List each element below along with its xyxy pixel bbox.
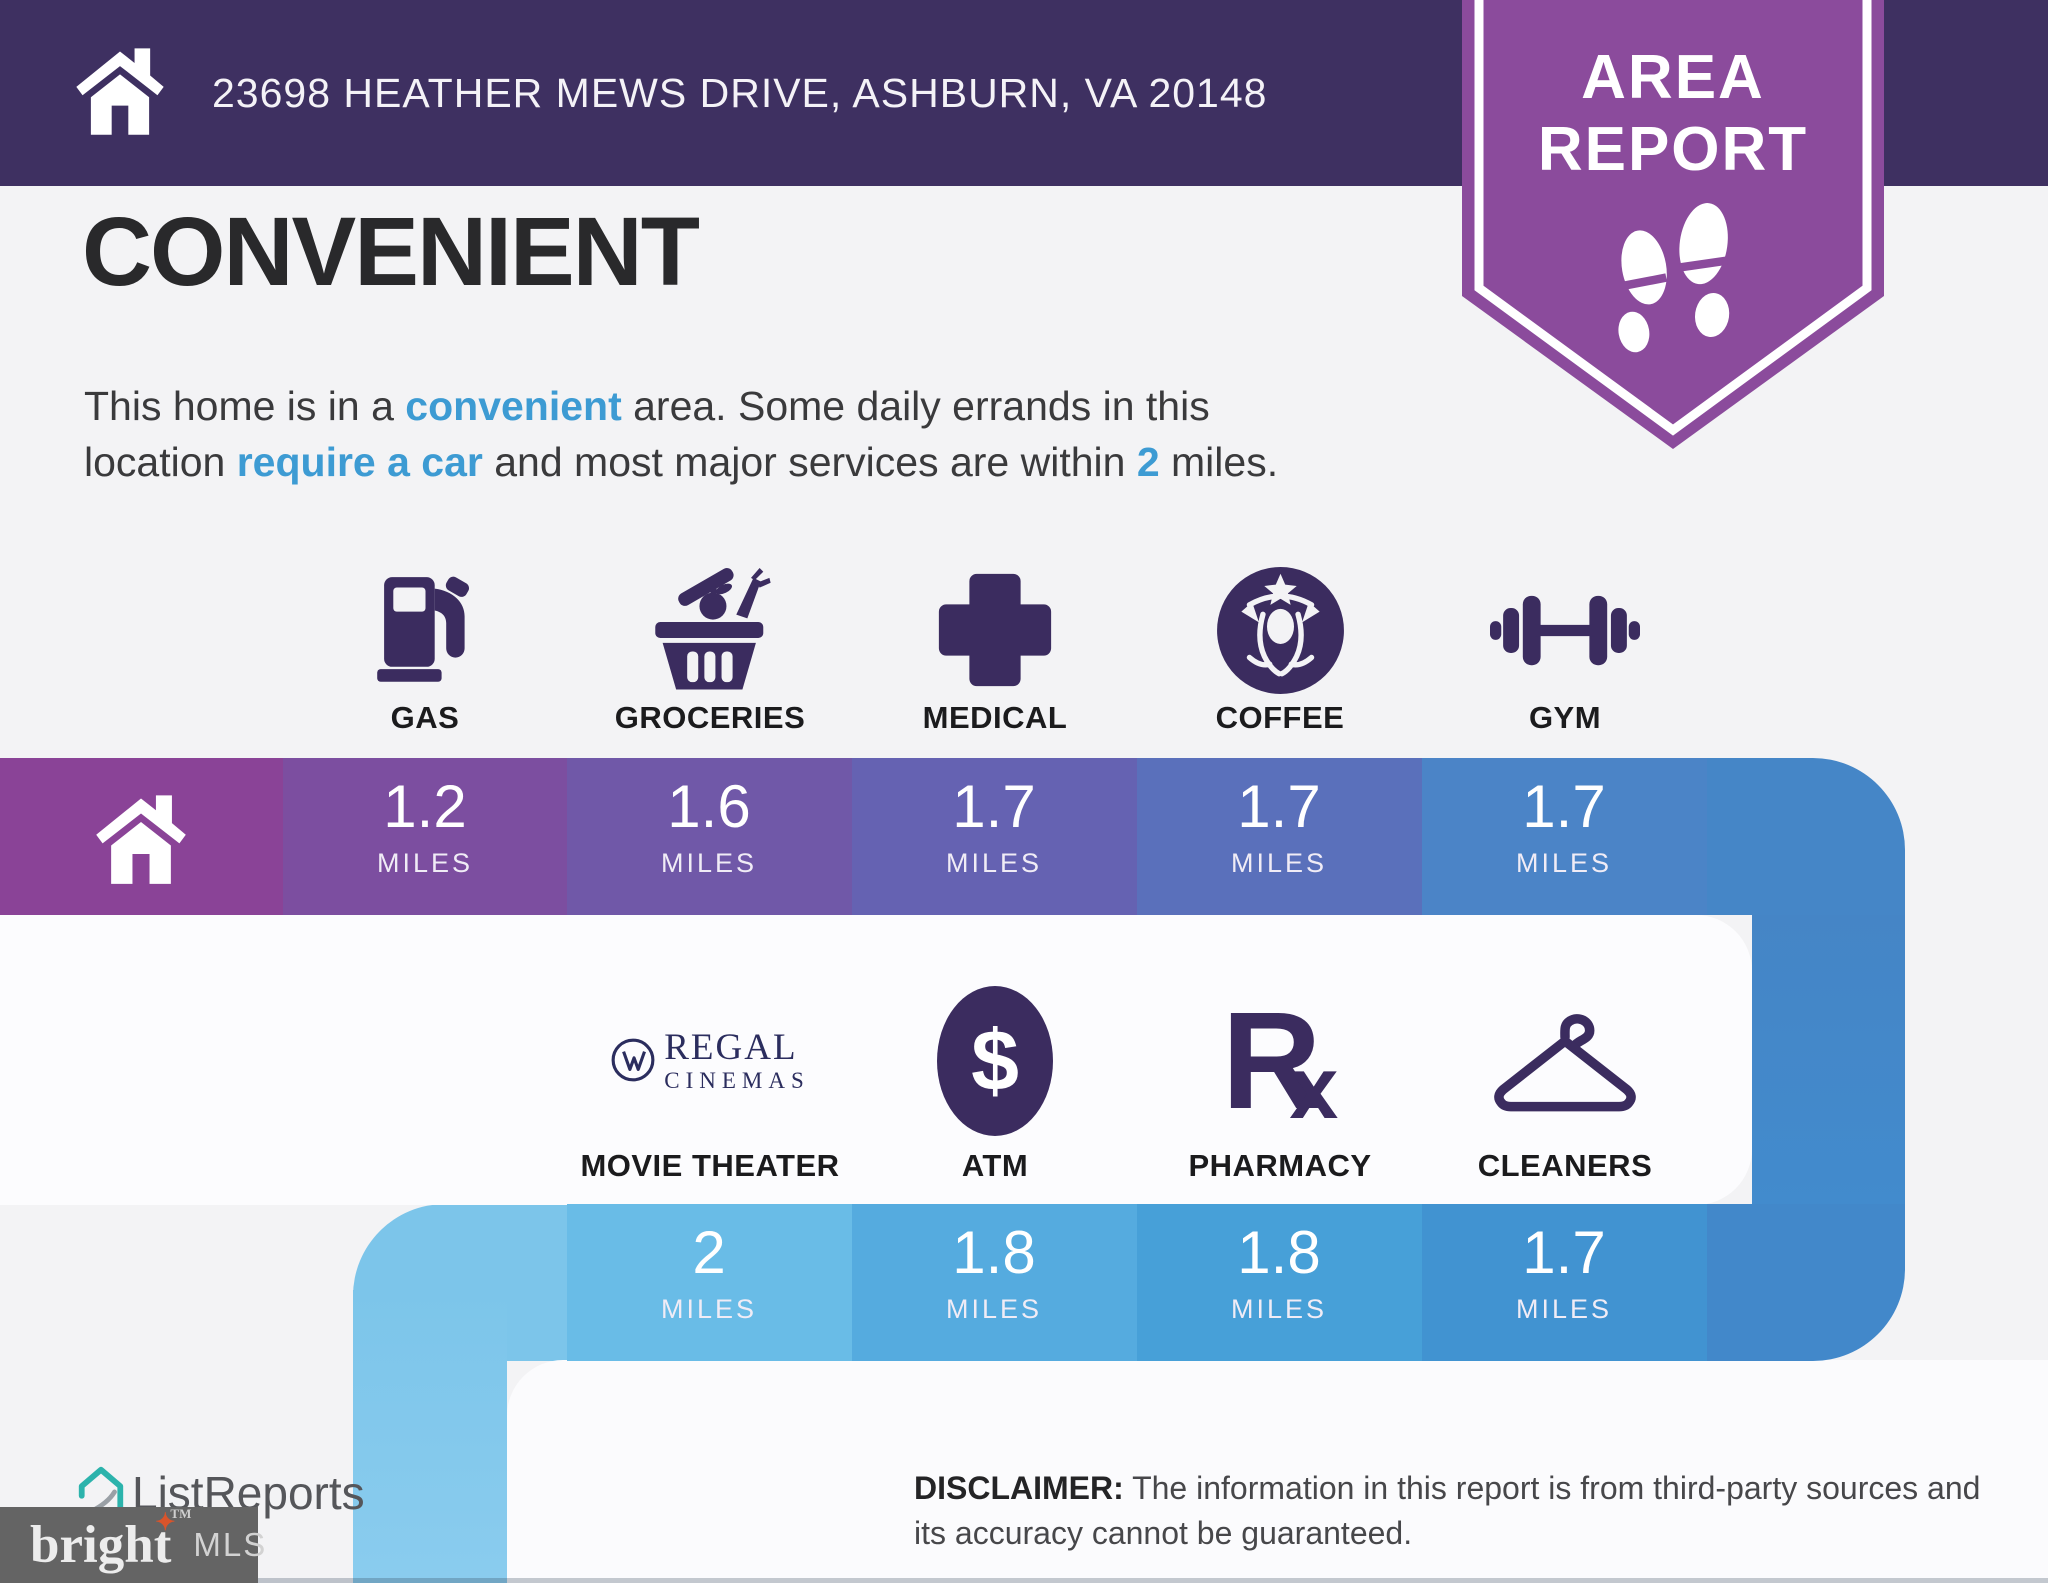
row2-card <box>0 915 1752 1205</box>
distance-coffee: 1.7 <box>1237 773 1321 840</box>
distance-gas: 1.2 <box>383 773 467 840</box>
footer-card <box>507 1360 2048 1583</box>
flow-band-left <box>353 1290 507 1583</box>
rx-x-glyph: x <box>1289 1038 1339 1137</box>
trademark-mark: TM <box>170 1505 192 1521</box>
intro-line2: location require a car and most major se… <box>84 439 1279 485</box>
distance-groceries: 1.6 <box>667 773 751 840</box>
distance-gym: 1.7 <box>1522 773 1606 840</box>
label-medical: MEDICAL <box>922 700 1068 735</box>
label-coffee: COFFEE <box>1215 700 1345 735</box>
distance-gas-unit: MILES <box>376 848 474 878</box>
distance-atm: 1.8 <box>952 1219 1036 1286</box>
label-gym: GYM <box>1528 700 1602 735</box>
distance-pharmacy: 1.8 <box>1237 1219 1321 1286</box>
disclaimer-text: DISCLAIMER: The information in this repo… <box>914 1470 1981 1551</box>
distance-pharmacy-unit: MILES <box>1230 1294 1328 1324</box>
bottom-edge-strip <box>0 1578 2048 1583</box>
distance-gym-unit: MILES <box>1515 848 1613 878</box>
distance-atm-unit: MILES <box>945 1294 1043 1324</box>
home-marker-icon <box>82 790 200 891</box>
bright-wordmark: bright ✦ TM <box>30 1505 192 1574</box>
coffee-starbucks-icon <box>1138 555 1422 705</box>
distance-bar-row1: 1.2 MILES 1.6 MILES 1.7 MILES 1.7 MILES … <box>0 758 1905 915</box>
intro-paragraph: This home is in a convenient area. Some … <box>84 378 1278 490</box>
badge-title-line2: REPORT <box>1537 115 1809 184</box>
distance-coffee-unit: MILES <box>1230 848 1328 878</box>
label-cleaners: CLEANERS <box>1477 1148 1653 1183</box>
highlight-convenient: convenient <box>405 383 622 429</box>
distance-cleaners-unit: MILES <box>1515 1294 1613 1324</box>
highlight-2: 2 <box>1136 439 1160 485</box>
bright-star-icon: ✦ <box>155 1509 176 1536</box>
distance-medical: 1.7 <box>952 773 1036 840</box>
label-groceries: GROCERIES <box>614 700 806 735</box>
distance-groceries-unit: MILES <box>660 848 758 878</box>
distance-movie-theater-unit: MILES <box>660 1294 758 1324</box>
regal-wordmark: REGAL <box>664 1026 798 1068</box>
footprints-icon <box>1588 196 1758 371</box>
pharmacy-rx-icon: R x <box>1138 982 1422 1140</box>
label-atm: ATM <box>961 1148 1029 1183</box>
distance-movie-theater: 2 <box>692 1219 726 1286</box>
gas-pump-icon <box>283 555 567 705</box>
label-pharmacy: PHARMACY <box>1188 1148 1372 1183</box>
dollar-glyph: $ <box>971 1012 1019 1109</box>
highlight-require-a-car: require a car <box>236 439 483 485</box>
property-address: 23698 HEATHER MEWS DRIVE, ASHBURN, VA 20… <box>212 70 1268 116</box>
label-movie-theater: MOVIE THEATER <box>580 1148 840 1183</box>
movie-theater-regal-logo: REGAL CINEMAS <box>540 985 880 1135</box>
mls-wordmark: MLS <box>193 1526 268 1563</box>
atm-icon: $ <box>853 982 1137 1140</box>
flow-band-right <box>1752 913 1905 1206</box>
badge-title-line1: AREA <box>1581 43 1765 112</box>
bright-mls-logo: bright ✦ TM MLS <box>0 1505 265 1583</box>
home-icon <box>68 40 172 145</box>
cleaners-hanger-icon <box>1423 982 1707 1140</box>
regal-cinemas-wordmark: CINEMAS <box>664 1067 810 1093</box>
area-report-badge: AREA REPORT <box>1462 0 1884 452</box>
label-gas: GAS <box>390 700 460 735</box>
gym-dumbbell-icon <box>1423 555 1707 705</box>
rx-r-glyph: R <box>1221 984 1322 1138</box>
disclaimer-label: DISCLAIMER: <box>914 1470 1124 1506</box>
distance-bar-row2: 2 MILES 1.8 MILES 1.8 MILES 1.7 MILES <box>567 1204 1905 1361</box>
page-title: CONVENIENT <box>82 197 700 306</box>
intro-line1: This home is in a convenient area. Some … <box>84 383 1210 429</box>
distance-cleaners: 1.7 <box>1522 1219 1606 1286</box>
distance-medical-unit: MILES <box>945 848 1043 878</box>
medical-cross-icon <box>853 555 1137 705</box>
groceries-basket-icon <box>568 555 852 705</box>
